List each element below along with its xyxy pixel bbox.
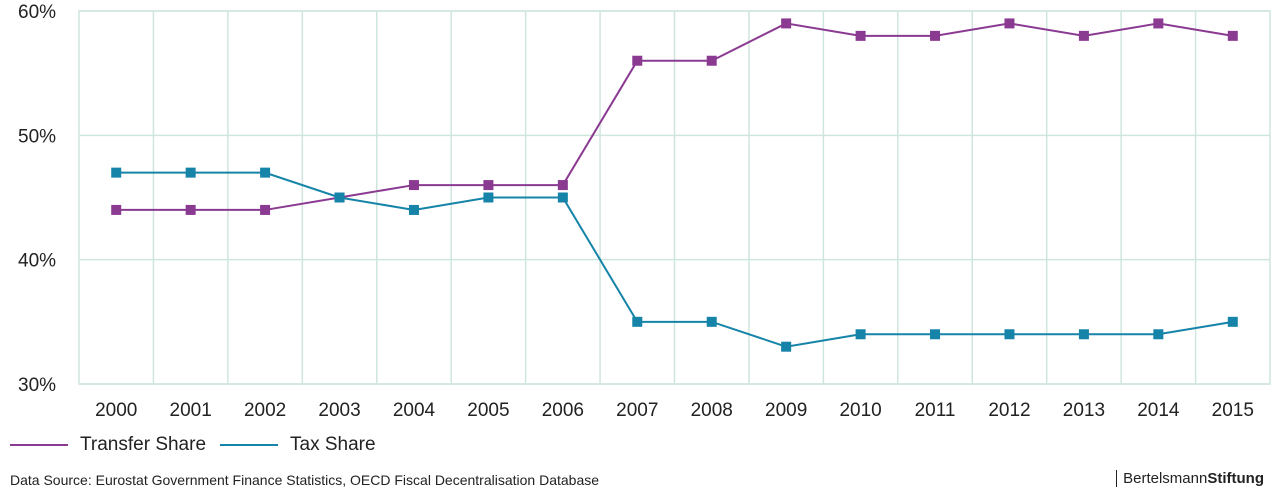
series-line-tax-share (116, 171, 1233, 348)
data-point-tax-share (632, 316, 643, 327)
data-point-tax-share (1078, 329, 1089, 340)
x-tick-label: 2008 (691, 400, 733, 421)
data-point-tax-share (111, 167, 122, 178)
data-point-transfer-share (855, 30, 866, 41)
data-source-note: Data Source: Eurostat Government Finance… (10, 472, 600, 488)
y-tick-label: 40% (18, 251, 56, 272)
x-tick-label: 2002 (244, 400, 286, 421)
x-tick-label: 2012 (988, 400, 1030, 421)
x-tick-label: 2013 (1063, 400, 1105, 421)
data-point-transfer-share (1078, 30, 1089, 41)
x-tick-label: 2004 (393, 400, 436, 421)
data-point-transfer-share (781, 18, 792, 29)
y-tick-label: 60% (18, 2, 56, 23)
data-point-tax-share (1153, 329, 1164, 340)
x-tick-label: 2005 (467, 400, 509, 421)
data-point-tax-share (1227, 316, 1238, 327)
x-tick-label: 2007 (616, 400, 658, 421)
data-point-transfer-share (260, 204, 271, 215)
data-point-transfer-share (1153, 18, 1164, 29)
brand-strong: Stiftung (1207, 470, 1264, 487)
x-tick-label: 2000 (95, 400, 137, 421)
brand-logo: BertelsmannStiftung (1116, 470, 1264, 487)
x-tick-label: 2010 (839, 400, 881, 421)
series-line-transfer-share (116, 22, 1233, 211)
x-tick-label: 2014 (1137, 400, 1180, 421)
legend-item-transfer-share: Transfer Share (10, 434, 206, 456)
line-chart: 30% 40% 50% 60% 2000 2001 2002 2003 2004 2005 2006… (18, 2, 1271, 421)
data-point-tax-share (408, 204, 419, 215)
data-point-tax-share (185, 167, 196, 178)
data-point-transfer-share (557, 180, 568, 191)
data-point-transfer-share (1227, 30, 1238, 41)
x-tick-label: 2011 (915, 400, 956, 421)
legend-label-tax-share: Tax Share (290, 434, 376, 455)
x-tick-label: 2003 (318, 400, 360, 421)
data-point-transfer-share (408, 180, 419, 191)
data-point-transfer-share (632, 55, 643, 66)
data-point-tax-share (855, 329, 866, 340)
data-point-tax-share (260, 167, 271, 178)
x-tick-label: 2006 (542, 400, 584, 421)
data-point-tax-share (483, 192, 494, 203)
y-tick-label: 50% (18, 126, 56, 147)
data-point-tax-share (1004, 329, 1015, 340)
x-tick-label: 2001 (170, 400, 212, 421)
data-point-tax-share (334, 192, 345, 203)
x-tick-label: 2009 (765, 400, 807, 421)
data-point-transfer-share (1004, 18, 1015, 29)
y-tick-label: 30% (18, 375, 56, 396)
data-point-transfer-share (930, 30, 941, 41)
brand-light: Bertelsmann (1123, 470, 1208, 487)
data-point-tax-share (781, 341, 792, 352)
x-tick-label: 2015 (1212, 400, 1254, 421)
legend-swatch-transfer-share (10, 444, 68, 446)
data-point-tax-share (706, 316, 717, 327)
data-point-transfer-share (185, 204, 196, 215)
legend-item-tax-share: Tax Share (220, 434, 376, 456)
data-point-transfer-share (111, 204, 122, 215)
data-point-tax-share (557, 192, 568, 203)
legend-label-transfer-share: Transfer Share (80, 434, 207, 455)
data-point-transfer-share (706, 55, 717, 66)
legend-swatch-tax-share (220, 444, 279, 446)
legend: Transfer Share Tax Share (10, 432, 390, 458)
data-point-tax-share (930, 329, 941, 340)
data-point-transfer-share (483, 180, 494, 191)
